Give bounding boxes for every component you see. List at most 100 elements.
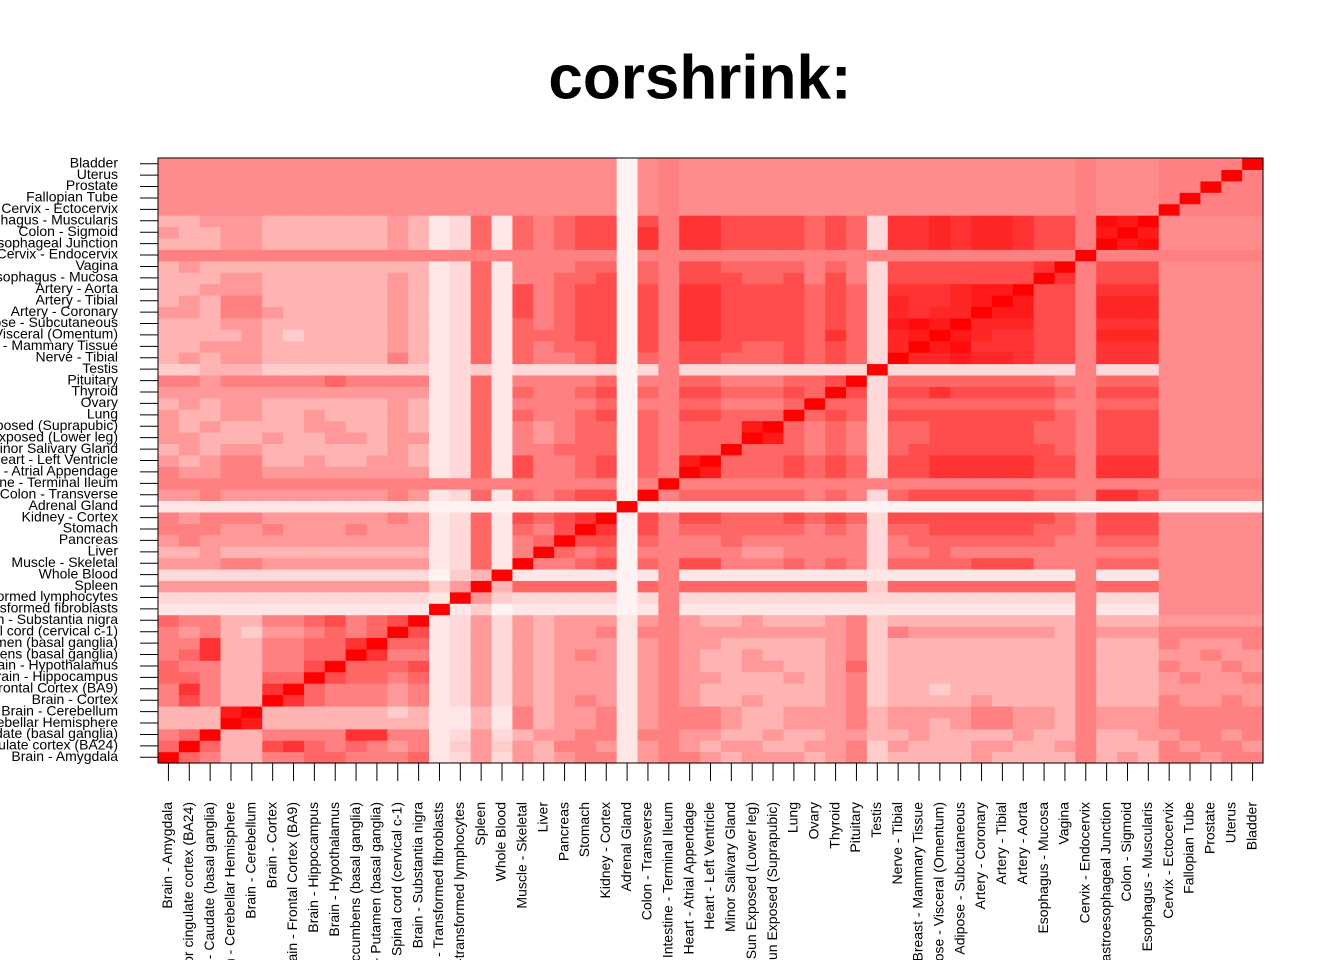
x-tick-label: Pituitary	[847, 802, 863, 853]
heatmap-cell	[846, 477, 868, 490]
heatmap-cell	[762, 317, 785, 330]
heatmap-cell	[1117, 317, 1139, 330]
heatmap-cell	[1158, 352, 1181, 365]
heatmap-cell	[929, 500, 951, 513]
heatmap-cell	[491, 306, 514, 319]
heatmap-cell	[533, 454, 555, 467]
heatmap-cell	[1117, 237, 1139, 250]
heatmap-cell	[324, 523, 347, 536]
heatmap-cell	[991, 500, 1014, 513]
heatmap-cell	[199, 294, 222, 307]
heatmap-cell	[1033, 215, 1056, 228]
heatmap-cell	[637, 489, 659, 502]
heatmap-cell	[637, 409, 659, 422]
heatmap-cell	[324, 386, 347, 399]
heatmap-cell	[679, 489, 701, 502]
heatmap-cell	[720, 329, 743, 342]
heatmap-cell	[762, 660, 785, 673]
heatmap-cell	[908, 705, 931, 718]
heatmap-cell	[512, 340, 534, 353]
heatmap-cell	[1075, 158, 1097, 171]
heatmap-cell	[512, 169, 534, 182]
heatmap-cell	[783, 500, 805, 513]
heatmap-cell	[1137, 740, 1160, 753]
heatmap-cell	[866, 671, 889, 684]
heatmap-cell	[241, 546, 263, 559]
heatmap-cell	[1137, 386, 1160, 399]
heatmap-cell	[178, 454, 201, 467]
heatmap-cell	[804, 637, 826, 650]
heatmap-cell	[783, 158, 805, 171]
heatmap-cell	[262, 683, 284, 696]
heatmap-cell	[971, 329, 993, 342]
heatmap-cell	[429, 671, 451, 684]
heatmap-cell	[658, 683, 680, 696]
heatmap-cell	[1158, 477, 1181, 490]
heatmap-cell	[1012, 180, 1035, 193]
heatmap-cell	[1200, 409, 1222, 422]
heatmap-cell	[616, 386, 639, 399]
heatmap-cell	[950, 614, 972, 627]
heatmap-cell	[178, 237, 201, 250]
heatmap-cell	[908, 409, 931, 422]
heatmap-cell	[491, 180, 514, 193]
heatmap-cell	[262, 534, 284, 547]
heatmap-cell	[366, 591, 388, 604]
heatmap-cell	[783, 751, 805, 764]
x-tick-label: Brain - Cortex	[263, 802, 279, 888]
heatmap-cell	[762, 192, 785, 205]
x-tick-label: Cells - EBV-transformed lymphocytes	[451, 802, 467, 960]
heatmap-cell	[345, 329, 368, 342]
heatmap-cell	[1054, 272, 1076, 285]
heatmap-cell	[199, 317, 222, 330]
heatmap-cell	[1158, 626, 1181, 639]
heatmap-cell	[1158, 454, 1181, 467]
heatmap-cell	[825, 489, 847, 502]
heatmap-cell	[991, 626, 1014, 639]
heatmap-cell	[324, 489, 347, 502]
heatmap-cell	[449, 477, 472, 490]
heatmap-cell	[220, 523, 242, 536]
heatmap-cell	[1054, 637, 1076, 650]
heatmap-cell	[846, 443, 868, 456]
heatmap-cell	[720, 294, 743, 307]
heatmap-cell	[804, 409, 826, 422]
heatmap-cell	[512, 260, 534, 273]
heatmap-cell	[1179, 694, 1202, 707]
heatmap-cell	[158, 603, 180, 616]
heatmap-cell	[700, 329, 722, 342]
heatmap-cell	[1096, 283, 1118, 296]
heatmap-cell	[1137, 511, 1160, 524]
heatmap-cell	[616, 728, 639, 741]
heatmap-cell	[1200, 237, 1222, 250]
heatmap-cell	[491, 477, 514, 490]
heatmap-cell	[158, 580, 180, 593]
heatmap-cell	[345, 546, 368, 559]
heatmap-cell	[1242, 283, 1264, 296]
heatmap-cell	[1012, 237, 1035, 250]
heatmap-cell	[303, 614, 326, 627]
heatmap-cell	[1075, 237, 1097, 250]
y-tick-label: Adipose - Visceral (Omentum)	[0, 326, 118, 342]
heatmap-cell	[1075, 648, 1097, 661]
heatmap-cell	[1117, 603, 1139, 616]
heatmap-cell	[533, 272, 555, 285]
heatmap-cell	[512, 374, 534, 387]
heatmap-cell	[762, 500, 785, 513]
heatmap-cell	[303, 306, 326, 319]
heatmap-cell	[178, 751, 201, 764]
heatmap-cell	[804, 603, 826, 616]
heatmap-cell	[971, 192, 993, 205]
heatmap-cell	[1179, 477, 1202, 490]
heatmap-cell	[241, 557, 263, 570]
heatmap-cell	[1054, 557, 1076, 570]
heatmap-cell	[158, 283, 180, 296]
heatmap-cell	[1179, 511, 1202, 524]
heatmap-cell	[1117, 580, 1139, 593]
heatmap-cell	[991, 420, 1014, 433]
heatmap-cell	[366, 751, 388, 764]
heatmap-cell	[1033, 694, 1056, 707]
heatmap-cell	[533, 306, 555, 319]
heatmap-cell	[1200, 637, 1222, 650]
heatmap-cell	[366, 226, 388, 239]
